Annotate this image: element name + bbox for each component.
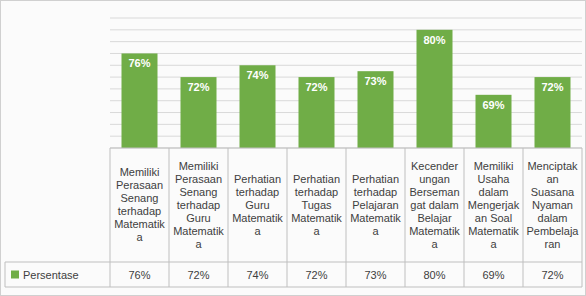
data-label: 74% [246, 69, 268, 81]
legend-key [11, 271, 19, 279]
category-label: PerhatianterhadapGuruMatematika [232, 173, 283, 237]
bars [122, 30, 571, 148]
table-border [405, 148, 406, 287]
bar [181, 77, 217, 148]
category-label: KecenderunganBersemangat dalamBelajarMat… [409, 160, 460, 250]
table-value: 72% [541, 269, 563, 281]
bar [299, 77, 335, 148]
bar [358, 71, 394, 148]
table-value: 72% [305, 269, 327, 281]
table-value: 73% [364, 269, 386, 281]
data-label: 72% [541, 81, 563, 93]
table-value: 80% [423, 269, 445, 281]
data-label: 73% [364, 75, 386, 87]
table-border [169, 148, 170, 287]
category-label: MenciptakanSuasanaNyamandalamPembelajara… [527, 160, 580, 250]
table-border [287, 148, 288, 287]
bar [240, 65, 276, 148]
category-label: MemilikiPerasaanSenangterhadapGuruMatema… [173, 160, 224, 250]
grid-line [110, 41, 582, 42]
table-value: 69% [482, 269, 504, 281]
grid-line [110, 29, 582, 30]
chart: 76% 72% 74% 72% 73% 80% 69% 72% MemilikiPerasaan… [0, 0, 586, 296]
table-border [582, 148, 583, 287]
table-border [464, 148, 465, 287]
category-label: PerhatianterhadapPelajaranMatematika [350, 173, 401, 237]
table-border [110, 148, 111, 287]
table-value: 72% [187, 269, 209, 281]
grid-line [110, 65, 582, 66]
category-label: PerhatianterhadapTugasMatematika [291, 173, 342, 237]
data-label: 80% [423, 34, 445, 46]
table-border [346, 148, 347, 287]
data-label: 72% [305, 81, 327, 93]
grid-line [110, 18, 582, 19]
data-label: 76% [128, 57, 150, 69]
table-border [523, 148, 524, 287]
data-label: 72% [187, 81, 209, 93]
bar [476, 95, 512, 148]
category-label: MemilikiPerasaanSenangterhadapMatematika [114, 166, 165, 243]
bar [535, 77, 571, 148]
grid-line [110, 53, 582, 54]
legend-label: Persentase [23, 269, 79, 281]
table-border [228, 148, 229, 287]
category-label: MemilikiUsahadalamMengerjakan SoalMatema… [468, 160, 520, 250]
chart-background [1, 1, 586, 296]
table-border [5, 262, 582, 263]
bar [417, 30, 453, 148]
table-border [5, 262, 6, 287]
table-border [5, 287, 582, 288]
table-value: 76% [128, 269, 150, 281]
data-label: 69% [482, 99, 504, 111]
table-value: 74% [246, 269, 268, 281]
bar [122, 53, 158, 148]
